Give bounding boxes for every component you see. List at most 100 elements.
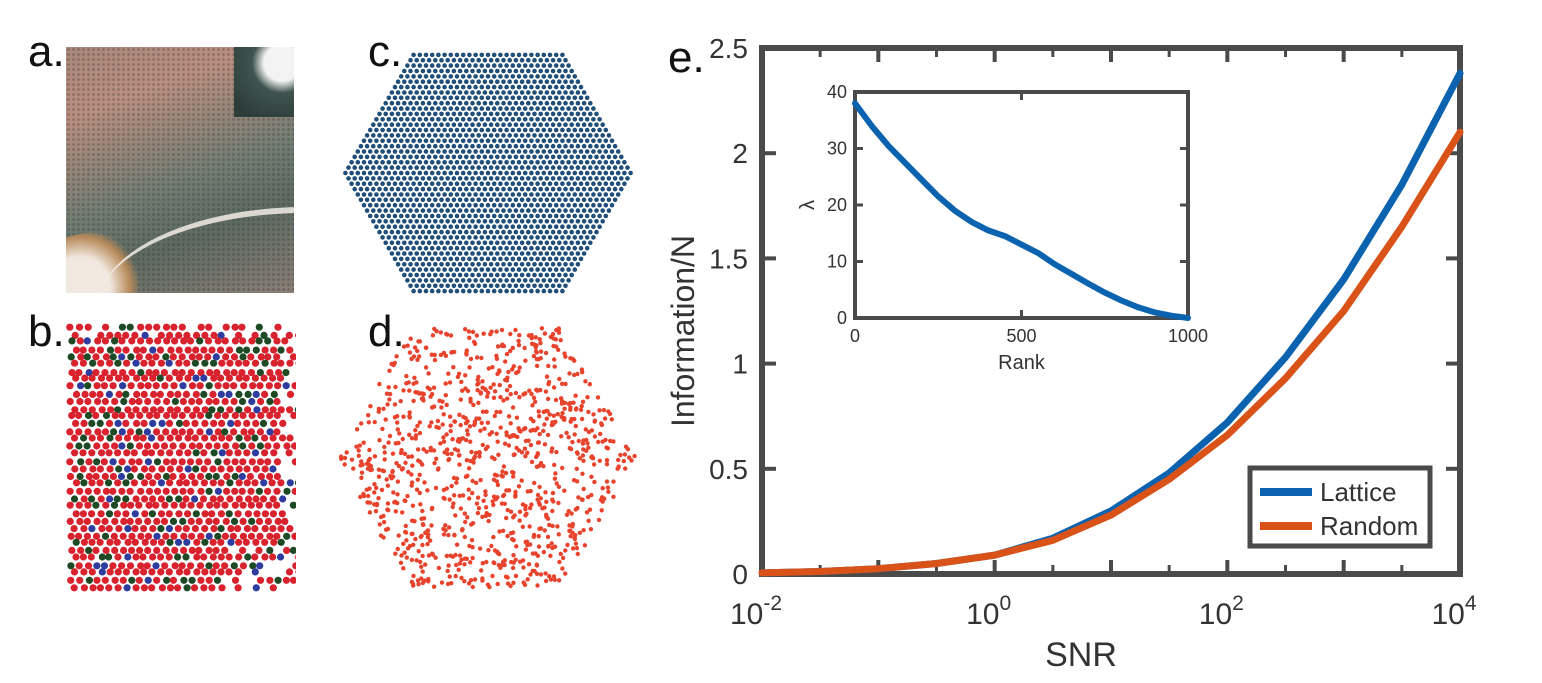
blue-cone — [218, 449, 226, 457]
random-dot — [409, 436, 415, 441]
random-dot — [464, 348, 469, 353]
lattice-dot — [553, 106, 559, 111]
lattice-dot — [420, 165, 426, 170]
lattice-dot — [535, 213, 540, 219]
random-dot — [596, 517, 602, 523]
random-dot — [516, 448, 522, 453]
red-cone — [193, 568, 201, 576]
panel-label-c: c. — [368, 27, 403, 76]
green-cone — [137, 472, 145, 481]
lattice-dot — [569, 100, 574, 106]
lattice-dot — [557, 165, 562, 170]
random-dot — [506, 414, 512, 419]
lattice-dot — [426, 197, 432, 203]
lattice-dot — [460, 267, 466, 272]
lattice-dot — [513, 133, 519, 138]
red-cone — [135, 517, 143, 525]
lattice-dot — [395, 176, 401, 181]
lattice-dot — [550, 79, 556, 84]
lattice-dot — [560, 213, 565, 219]
lattice-dot — [569, 229, 574, 235]
blue-cone — [117, 472, 126, 481]
random-dot — [598, 431, 603, 437]
red-cone — [291, 487, 296, 495]
lattice-dot — [392, 213, 398, 219]
lattice-dot — [501, 143, 506, 149]
random-dot — [513, 327, 518, 333]
green-cone — [126, 472, 134, 481]
lattice-dot — [557, 272, 562, 278]
random-dot — [444, 432, 449, 437]
random-dot — [460, 436, 466, 441]
random-dot — [377, 381, 382, 387]
lattice-dot — [448, 117, 454, 122]
lattice-dot — [367, 170, 373, 176]
red-cone — [161, 382, 169, 390]
lattice-dot — [439, 143, 444, 149]
lattice-dot — [380, 224, 385, 229]
lattice-dot — [519, 208, 525, 213]
lattice-dot — [408, 111, 413, 117]
random-dot — [504, 351, 510, 357]
lattice-dot — [473, 106, 478, 111]
lattice-dot — [392, 106, 398, 111]
lattice-dot — [569, 272, 574, 278]
lattice-dot — [417, 149, 423, 154]
lattice-dot — [445, 262, 450, 267]
red-cone — [214, 337, 222, 345]
red-cone — [145, 369, 153, 377]
red-cone — [100, 458, 108, 466]
lattice-dot — [591, 192, 596, 197]
lattice-dot — [473, 213, 478, 219]
random-dot — [490, 499, 495, 504]
lattice-dot — [414, 154, 419, 160]
lattice-dot — [429, 127, 435, 133]
red-cone — [189, 411, 197, 420]
lattice-dot — [488, 143, 494, 149]
lattice-dot — [603, 192, 609, 197]
lattice-dot — [522, 267, 528, 272]
lattice-dot — [532, 165, 537, 170]
random-dot — [420, 542, 425, 548]
lattice-dot — [584, 213, 590, 219]
lattice-dot — [550, 57, 556, 63]
red-cone — [278, 510, 286, 518]
lattice-dot — [584, 106, 590, 111]
blue-cone — [184, 465, 192, 473]
random-dot — [395, 500, 400, 506]
lattice-dot — [426, 143, 432, 149]
red-cone — [136, 546, 144, 554]
lattice-dot — [532, 197, 537, 203]
blue-cone — [174, 538, 183, 546]
red-cone — [183, 359, 191, 367]
red-cone — [149, 374, 157, 382]
lattice-dot — [429, 170, 435, 176]
red-cone — [277, 406, 285, 414]
lattice-dot — [402, 208, 407, 213]
lattice-dot — [392, 127, 398, 133]
random-dot — [523, 454, 528, 459]
lattice-dot — [594, 133, 599, 138]
lattice-dot — [569, 154, 574, 160]
red-cone — [285, 331, 293, 339]
lattice-dot — [467, 160, 472, 165]
lattice-dot — [464, 57, 469, 63]
lattice-dot — [420, 133, 426, 138]
red-cone — [84, 501, 92, 509]
red-cone — [226, 406, 234, 414]
red-cone — [126, 487, 134, 495]
lattice-dot — [417, 202, 423, 208]
lattice-dot — [495, 219, 500, 224]
random-dot — [432, 460, 437, 466]
lattice-dot — [417, 288, 423, 294]
red-cone — [182, 525, 190, 533]
red-cone — [93, 442, 101, 450]
inset-frame — [853, 90, 1190, 320]
random-dot — [349, 457, 355, 462]
red-cone — [89, 584, 97, 592]
lattice-dot — [467, 52, 472, 58]
lattice-dot — [408, 229, 413, 235]
lattice-dot — [398, 235, 404, 240]
lattice-dot — [572, 117, 578, 122]
random-dot — [554, 481, 559, 486]
